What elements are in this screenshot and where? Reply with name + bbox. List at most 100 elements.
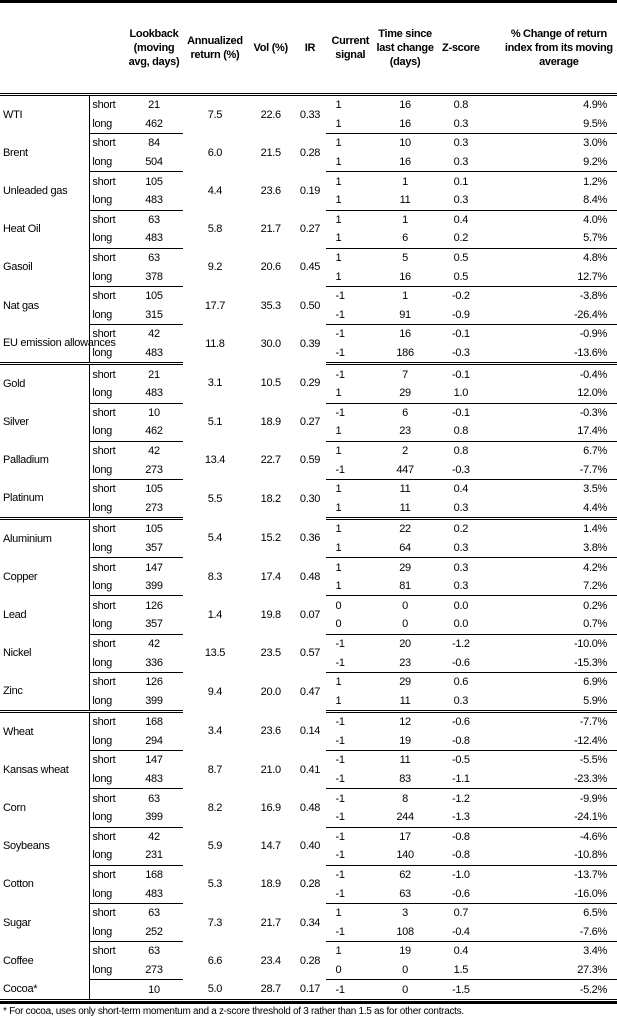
- lookback-days: 126: [145, 599, 163, 612]
- tenor-label: long: [89, 922, 126, 943]
- commodity-name: Lead: [3, 609, 27, 622]
- z-score: 0.1: [453, 175, 469, 188]
- tenor-label: short: [89, 827, 126, 847]
- time-since-change: 81: [375, 576, 436, 597]
- lookback-days: 105: [145, 483, 163, 496]
- tenor-label: long: [89, 114, 126, 135]
- pct-change-from-ma: -12.4%: [486, 731, 617, 752]
- pct-change-from-ma: 3.4%: [583, 945, 607, 958]
- pct-change-from-ma: 3.0%: [583, 137, 607, 150]
- table-row: long 399 1 11 0.3 5.9%: [0, 691, 617, 714]
- lookback-days: 10: [125, 979, 183, 1002]
- z-score: -1.0: [451, 869, 470, 882]
- tenor-label: short: [89, 750, 126, 770]
- commodity-name: Nickel: [3, 647, 32, 660]
- pct-change-from-ma: -23.3%: [486, 769, 617, 790]
- information-ratio: 0.47: [299, 685, 321, 698]
- time-since-change: 17: [399, 830, 411, 843]
- lookback-days: 399: [125, 691, 183, 714]
- pct-change-from-ma: 4.8%: [583, 252, 607, 265]
- time-since-change: 83: [375, 769, 436, 790]
- table-row: long 483 1 11 0.3 8.4%: [0, 190, 617, 211]
- tenor-label: long: [89, 305, 126, 326]
- table-row: Soybeans short 42 5.9 14.7 0.40 -1 17 -0.8 -4.6%: [0, 827, 617, 852]
- z-score: -1.5: [435, 979, 487, 1002]
- information-ratio: 0.29: [299, 377, 321, 390]
- z-score: 1.0: [435, 383, 487, 404]
- volatility: 23.6: [260, 184, 282, 197]
- tenor-label: short: [89, 171, 126, 191]
- commodity-name: Gold: [3, 378, 26, 391]
- time-since-change: 16: [375, 114, 436, 135]
- current-signal: -1: [335, 869, 345, 882]
- annualized-return: 8.2: [207, 801, 223, 814]
- z-score: -0.8: [451, 830, 470, 843]
- lookback-days: 315: [125, 305, 183, 326]
- time-since-change: 1: [402, 290, 408, 303]
- current-signal: -1: [325, 460, 376, 480]
- time-since-change: 6: [375, 229, 436, 249]
- lookback-days: 168: [145, 869, 163, 882]
- annualized-return: 3.4: [207, 725, 223, 738]
- table-row: Brent short 84 6.0 21.5 0.28 1 10 0.3 3.0%: [0, 133, 617, 159]
- volatility: 23.4: [260, 954, 282, 967]
- table-row: long 462 1 16 0.3 9.5%: [0, 114, 617, 135]
- time-since-change: 3: [402, 907, 408, 920]
- header-commodity: [0, 3, 90, 96]
- table-row: Zinc short 126 9.4 20.0 0.47 1 29 0.6 6.9%: [0, 672, 617, 714]
- table-body: WTI short 21 7.5 22.6 0.33 1 16 0.8 4.9% long 462 1 1…: [0, 94, 617, 1002]
- annualized-return: 5.4: [207, 532, 223, 545]
- z-score: 0.8: [435, 422, 487, 442]
- commodity-name: Palladium: [3, 454, 49, 467]
- z-score: 0.5: [435, 267, 487, 287]
- volatility: 18.9: [260, 416, 282, 429]
- information-ratio: 0.57: [299, 647, 321, 660]
- lookback-days: 147: [145, 561, 163, 574]
- volatility: 21.7: [260, 223, 282, 236]
- annualized-return: 8.7: [207, 763, 223, 776]
- lookback-days: 10: [148, 406, 160, 419]
- tenor-label: long: [89, 190, 126, 211]
- annualized-return: 17.7: [204, 299, 226, 312]
- information-ratio: 0.17: [294, 979, 326, 1002]
- tenor-label: short: [89, 865, 126, 885]
- pct-change-from-ma: 3.5%: [583, 483, 607, 496]
- time-since-change: 0: [375, 979, 436, 1002]
- information-ratio: 0.39: [299, 338, 321, 351]
- z-score: 0.0: [453, 599, 469, 612]
- lookback-days: 105: [145, 290, 163, 303]
- table-row: Platinum short 105 5.5 18.2 0.30 1 11 0.4 3.5%: [0, 479, 617, 521]
- table-row: long 378 1 16 0.5 12.7%: [0, 267, 617, 287]
- commodity-name: Corn: [3, 801, 26, 814]
- tenor-label: short: [89, 788, 126, 808]
- lookback-days: 483: [125, 229, 183, 249]
- tenor-label: long: [89, 615, 126, 635]
- tenor-label: long: [89, 731, 126, 752]
- pct-change-from-ma: -0.9%: [579, 328, 608, 341]
- volatility: 22.7: [260, 454, 282, 467]
- volatility: 22.6: [260, 108, 282, 121]
- current-signal: 1: [325, 576, 376, 597]
- time-since-change: 20: [399, 637, 411, 650]
- time-since-change: 1: [402, 175, 408, 188]
- table-row: Unleaded gas short 105 4.4 23.6 0.19 1 1 0.1 1.2%: [0, 171, 617, 197]
- pct-change-from-ma: 1.2%: [583, 175, 607, 188]
- pct-change-from-ma: 0.7%: [486, 615, 617, 635]
- footnote: * For cocoa, uses only short-term moment…: [0, 1001, 617, 1018]
- lookback-days: 483: [125, 884, 183, 904]
- time-since-change: 447: [375, 460, 436, 480]
- z-score: -0.1: [451, 368, 470, 381]
- pct-change-from-ma: -10.8%: [486, 846, 617, 866]
- volatility: 10.5: [260, 377, 282, 390]
- annualized-return: 5.3: [207, 878, 223, 891]
- z-score: 0.3: [435, 498, 487, 521]
- tenor-label: short: [89, 441, 126, 461]
- z-score: -0.8: [435, 846, 487, 866]
- tenor-label: long: [89, 422, 126, 442]
- pct-change-from-ma: 6.5%: [583, 907, 607, 920]
- pct-change-from-ma: -26.4%: [486, 305, 617, 326]
- lookback-days: 399: [125, 576, 183, 597]
- pct-change-from-ma: 9.5%: [486, 114, 617, 135]
- table-row: Lead short 126 1.4 19.8 0.07 0 0 0.0 0.2%: [0, 595, 617, 621]
- header-annualized-return: Annualized return (%): [182, 3, 247, 96]
